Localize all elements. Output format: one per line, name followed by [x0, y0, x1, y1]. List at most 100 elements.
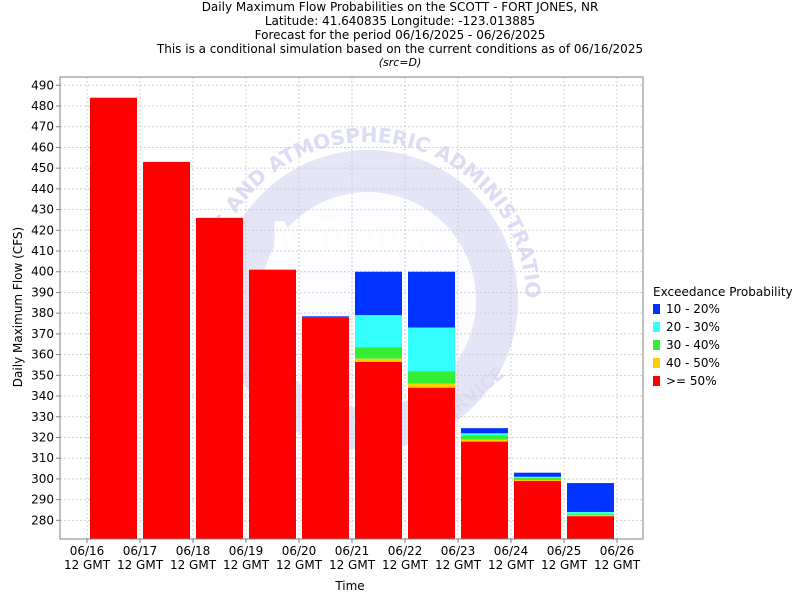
chart-note: This is a conditional simulation based o… [156, 42, 644, 56]
source-note: (src=D) [378, 56, 422, 69]
bar-segment [249, 269, 296, 539]
bar-segment [567, 483, 614, 513]
x-tick-date: 06/18 [176, 544, 211, 558]
bar-segment [461, 433, 508, 436]
bar-segment [355, 358, 402, 362]
y-tick-label: 290 [31, 493, 54, 507]
y-tick-label: 430 [31, 203, 54, 217]
bars [90, 97, 614, 540]
chart-title: Daily Maximum Flow Probabilities on the … [201, 0, 599, 14]
legend-swatch [653, 376, 660, 386]
y-axis-label: Daily Maximum Flow (CFS) [11, 227, 25, 387]
chart-period: Forecast for the period 06/16/2025 - 06/… [254, 28, 546, 42]
legend-item: 20 - 30% [653, 318, 793, 336]
bar-segment [567, 514, 614, 516]
y-tick-label: 310 [31, 451, 54, 465]
x-tick-date: 06/16 [70, 544, 105, 558]
bar-segment [355, 347, 402, 359]
legend-swatch [653, 304, 660, 314]
bar-segment [302, 317, 349, 539]
bar-segment [514, 480, 561, 539]
y-tick-label: 440 [31, 182, 54, 196]
x-tick-date: 06/21 [335, 544, 370, 558]
bar-segment [514, 476, 561, 478]
y-tick-label: 320 [31, 430, 54, 444]
bar-segment [355, 315, 402, 348]
x-tick-time: 12 GMT [488, 558, 535, 572]
y-tick-label: 470 [31, 120, 54, 134]
x-tick-date: 06/22 [388, 544, 423, 558]
x-tick-time: 12 GMT [541, 558, 588, 572]
legend: Exceedance Probability 10 - 20% 20 - 30% 3… [653, 284, 793, 390]
x-tick-time: 12 GMT [435, 558, 482, 572]
bar-segment [514, 479, 561, 481]
bar-segment [514, 472, 561, 477]
x-tick-date: 06/24 [494, 544, 529, 558]
bar-segment [567, 512, 614, 515]
y-tick-label: 410 [31, 244, 54, 258]
bar-segment [567, 516, 614, 539]
x-tick-date: 06/17 [123, 544, 158, 558]
y-tick-label: 360 [31, 348, 54, 362]
y-tick-label: 340 [31, 389, 54, 403]
y-tick-label: 300 [31, 472, 54, 486]
y-tick-label: 400 [31, 265, 54, 279]
legend-label: 30 - 40% [666, 338, 720, 352]
chart-location: Latitude: 41.640835 Longitude: -123.0138… [264, 14, 536, 28]
legend-item: 40 - 50% [653, 354, 793, 372]
x-tick-time: 12 GMT [170, 558, 217, 572]
y-tick-label: 370 [31, 327, 54, 341]
y-tick-label: 460 [31, 140, 54, 154]
bar-segment [90, 97, 137, 539]
legend-label: 10 - 20% [666, 302, 720, 316]
y-tick-label: 380 [31, 306, 54, 320]
bar-segment [355, 361, 402, 539]
x-tick-date: 06/25 [547, 544, 582, 558]
y-tick-label: 490 [31, 78, 54, 92]
bar-segment [567, 515, 614, 517]
y-tick-label: 420 [31, 223, 54, 237]
bar-segment [408, 387, 455, 539]
y-tick-label: 330 [31, 410, 54, 424]
x-tick-time: 12 GMT [594, 558, 641, 572]
x-tick-date: 06/26 [600, 544, 635, 558]
bar-segment [408, 327, 455, 372]
bar-segment [143, 161, 190, 539]
x-tick-time: 12 GMT [64, 558, 111, 572]
legend-swatch [653, 340, 660, 350]
x-tick-time: 12 GMT [382, 558, 429, 572]
bar-segment [196, 217, 243, 540]
axes: 280 290 300 310 320 330 340 350 360 370 380 390 400 4… [31, 76, 644, 572]
x-axis-label: Time [334, 579, 364, 593]
y-tick-label: 450 [31, 161, 54, 175]
bar-segment [408, 271, 455, 328]
bar-segment [302, 316, 349, 318]
x-tick-time: 12 GMT [329, 558, 376, 572]
legend-swatch [653, 358, 660, 368]
x-tick-date: 06/20 [282, 544, 317, 558]
legend-label: 40 - 50% [666, 356, 720, 370]
watermark-logo-text: NOAA [270, 212, 426, 266]
bar-segment [461, 441, 508, 539]
legend-title: Exceedance Probability [653, 285, 793, 299]
x-tick-time: 12 GMT [223, 558, 270, 572]
legend-label: >= 50% [666, 374, 717, 388]
legend-swatch [653, 322, 660, 332]
legend-label: 20 - 30% [666, 320, 720, 334]
bar-segment [461, 439, 508, 442]
x-tick-time: 12 GMT [117, 558, 164, 572]
x-tick-date: 06/19 [229, 544, 264, 558]
bar-segment [461, 435, 508, 440]
legend-item: >= 50% [653, 372, 793, 390]
y-tick-label: 480 [31, 99, 54, 113]
bar-segment [408, 371, 455, 384]
legend-items: 10 - 20% 20 - 30% 30 - 40% 40 - 50% >= 50% [653, 300, 793, 390]
bar-segment [461, 428, 508, 434]
x-tick-time: 12 GMT [276, 558, 323, 572]
y-tick-label: 350 [31, 368, 54, 382]
y-tick-label: 390 [31, 285, 54, 299]
bar-segment [514, 477, 561, 480]
legend-item: 10 - 20% [653, 300, 793, 318]
chart-title-block: Daily Maximum Flow Probabilities on the … [0, 0, 800, 70]
